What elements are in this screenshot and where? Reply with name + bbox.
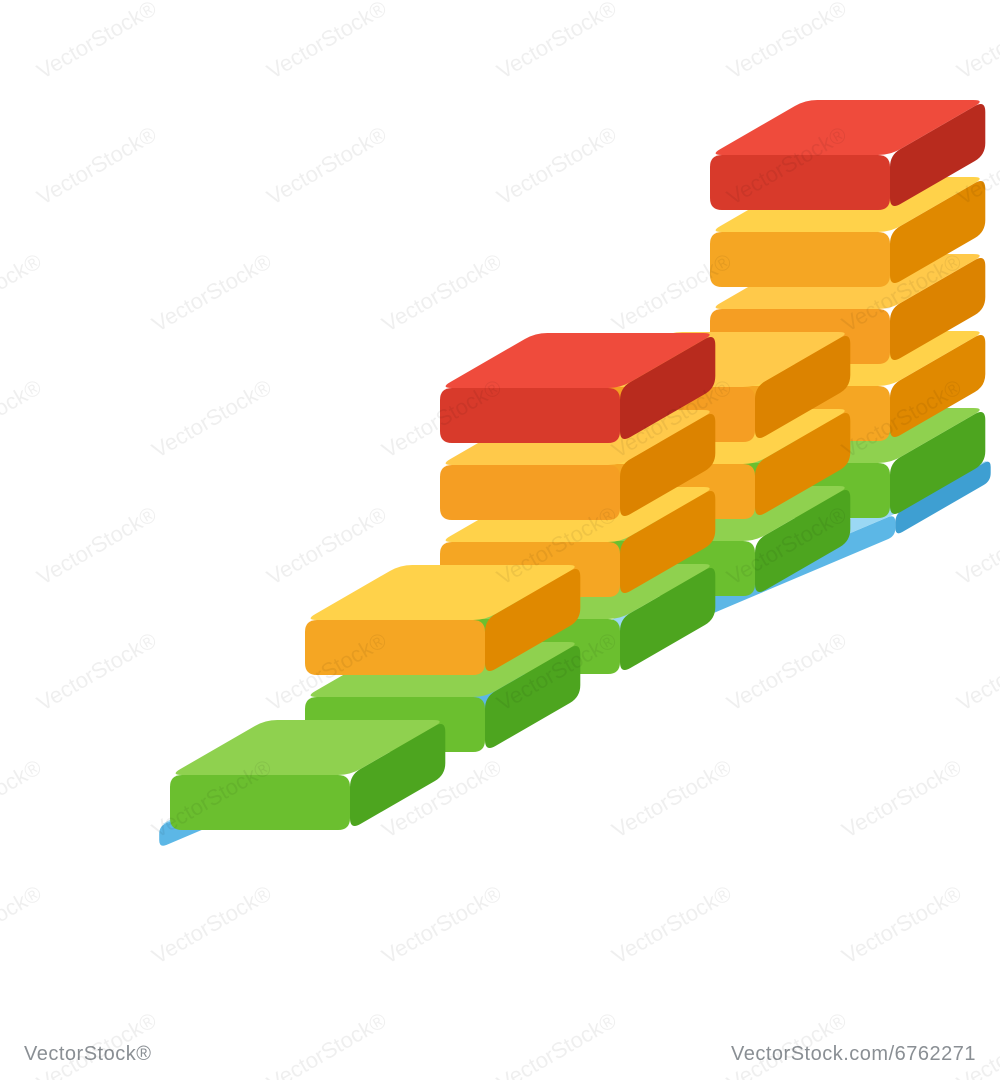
watermark-id: VectorStock.com/6762271 [731,1043,976,1066]
isometric-bar-chart: VectorStock® VectorStock.com/6762271 Vec… [0,0,1000,1080]
chart-svg [0,0,1000,1080]
watermark-footer: VectorStock® [24,1043,151,1066]
